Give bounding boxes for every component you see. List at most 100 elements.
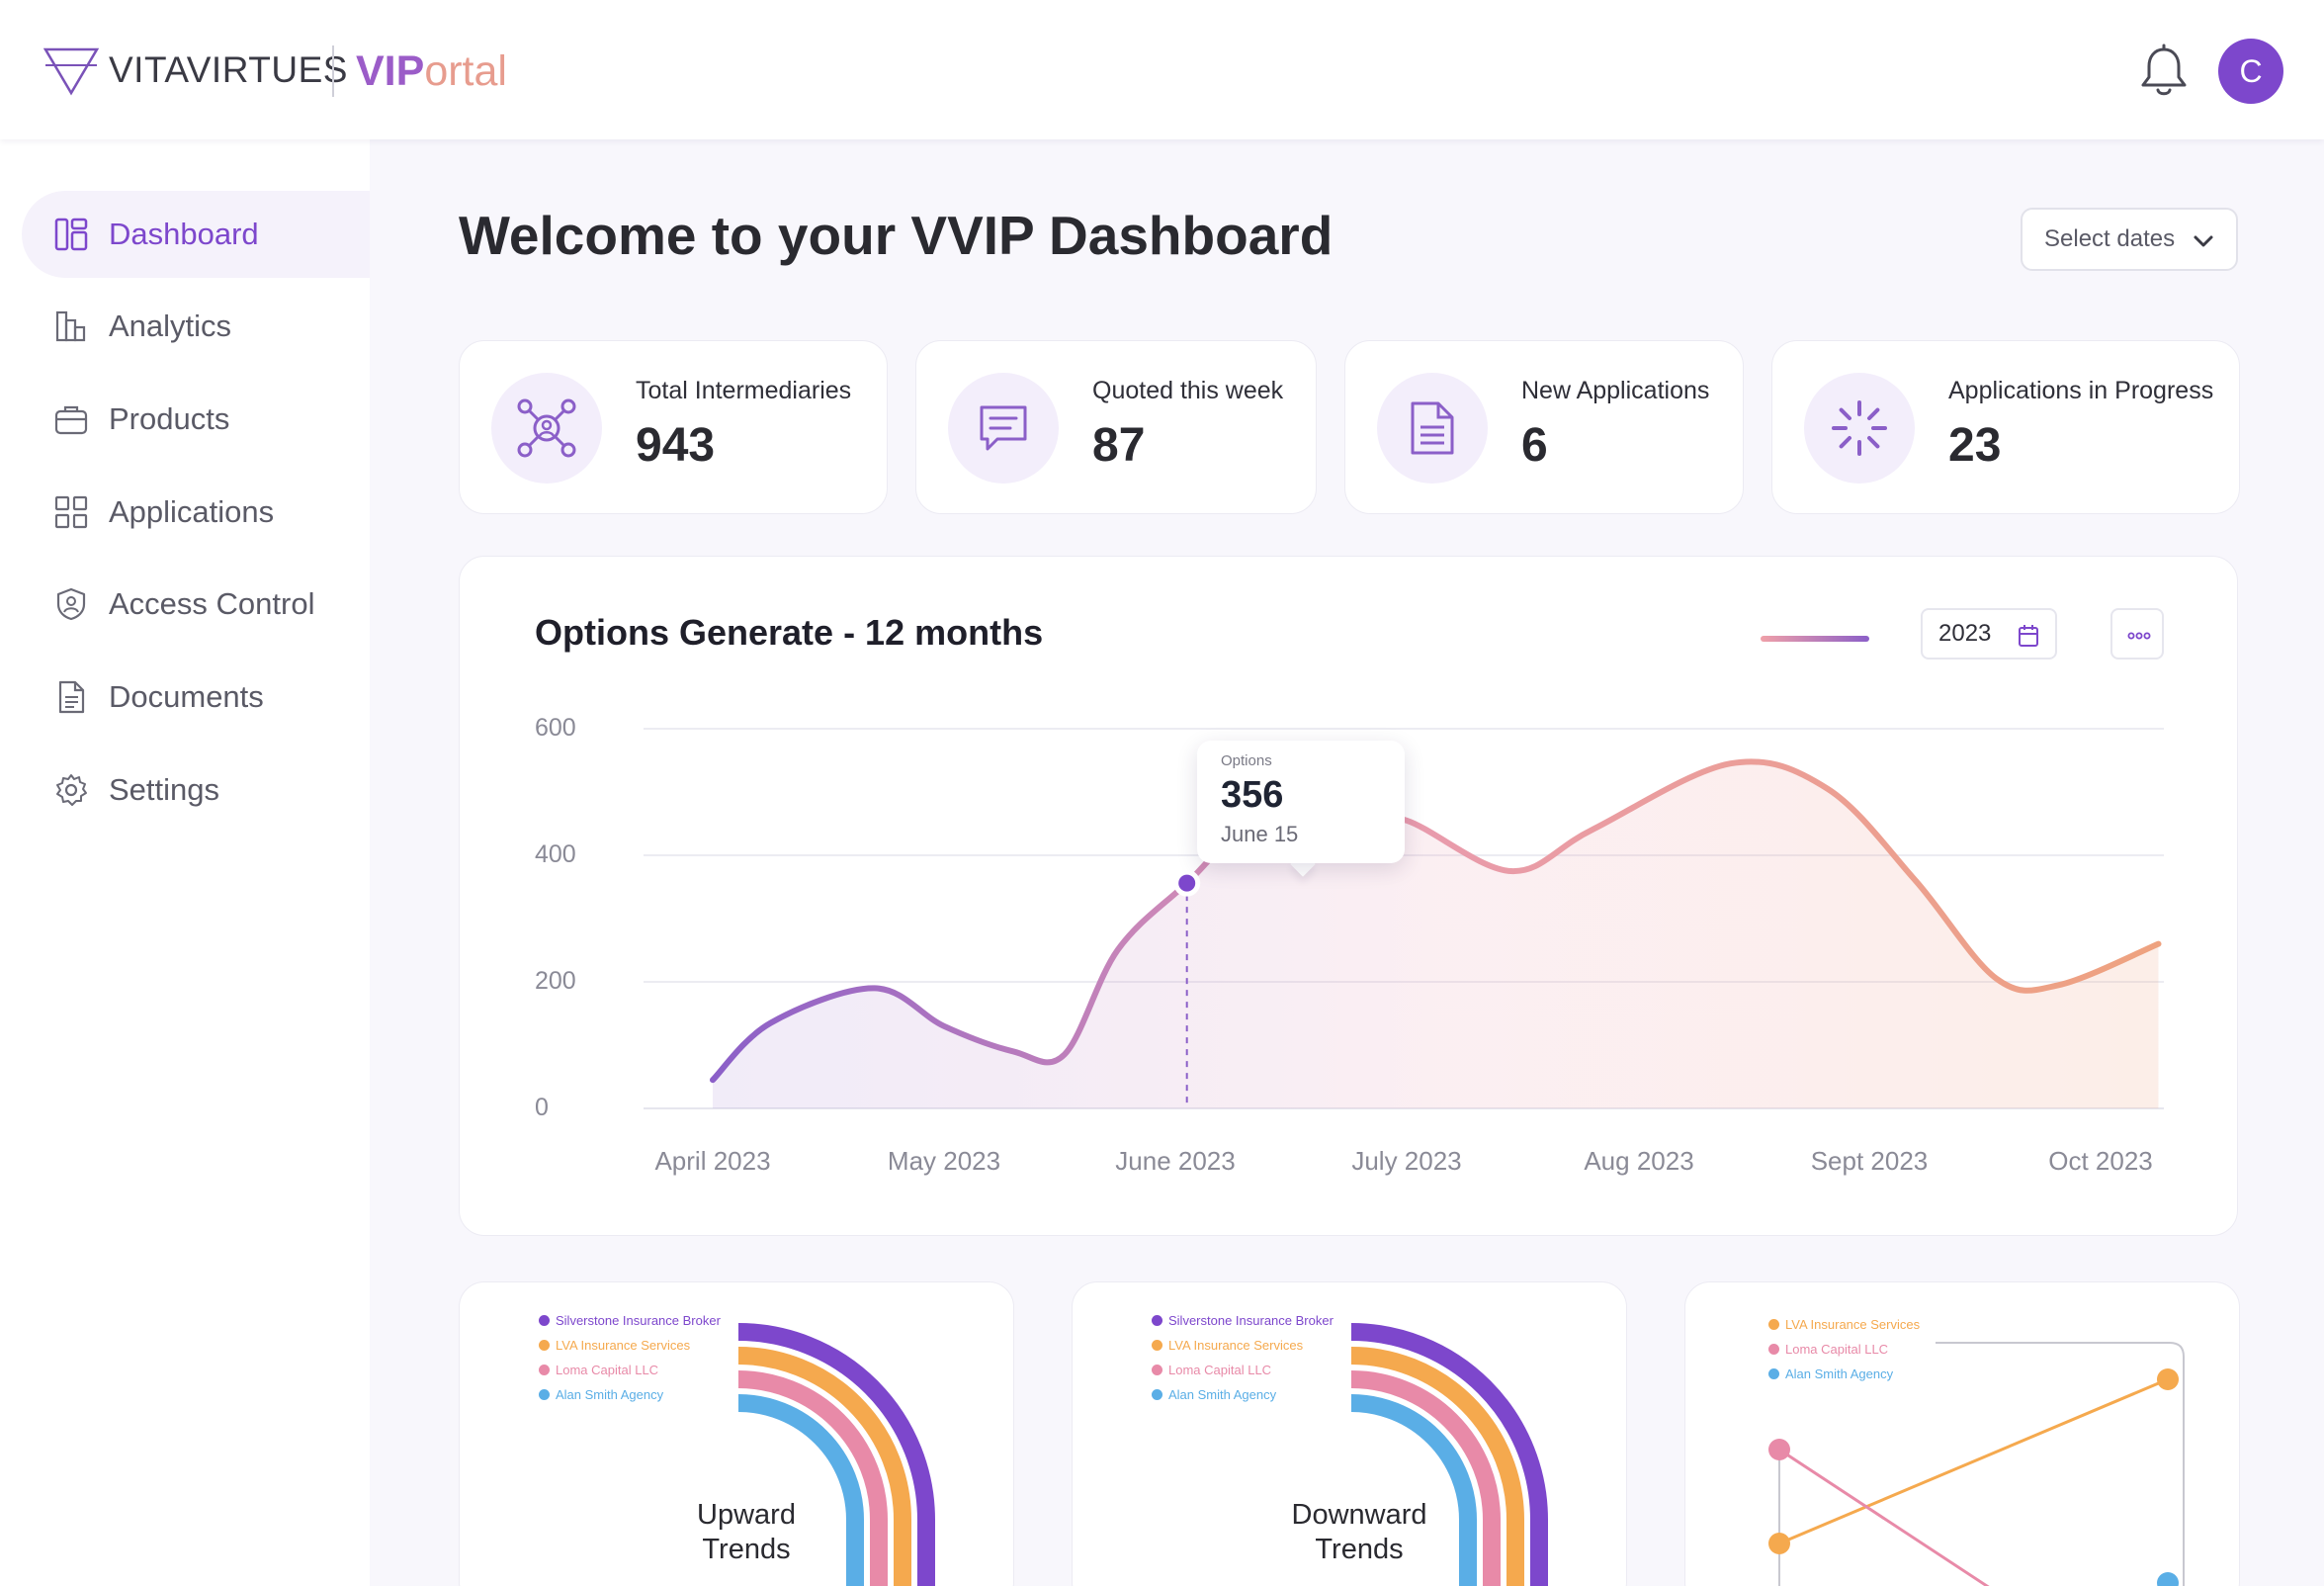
legend-label: LVA Insurance Services	[1168, 1338, 1304, 1353]
trend-title-line2: Trends	[702, 1534, 791, 1565]
legend-item: Loma Capital LLC	[1152, 1358, 1334, 1382]
legend-label: Loma Capital LLC	[556, 1363, 659, 1377]
legend-label: Alan Smith Agency	[1168, 1387, 1277, 1402]
briefcase-icon	[54, 405, 88, 435]
point-loma-start	[1768, 1439, 1790, 1460]
upward-trends-legend: Silverstone Insurance Broker LVA Insuran…	[539, 1308, 721, 1407]
year-label: 2023	[1938, 620, 1992, 647]
series-line-loma	[1778, 1448, 1990, 1586]
chart-legend-line	[1761, 636, 1869, 642]
sidebar-item-label: Documents	[109, 679, 264, 714]
stat-value: 6	[1521, 419, 1548, 472]
stat-card-new-applications[interactable]: New Applications 6	[1344, 340, 1744, 514]
upward-trends-radial-chart	[737, 1323, 935, 1586]
sidebar-item-dashboard[interactable]: Dashboard	[22, 191, 370, 278]
brand-divider	[332, 45, 334, 97]
sidebar-item-products[interactable]: Products	[22, 376, 370, 463]
legend-dot	[1152, 1315, 1162, 1326]
x-tick-label: June 2023	[1115, 1146, 1236, 1176]
sidebar-item-documents[interactable]: Documents	[22, 654, 370, 741]
avatar[interactable]: C	[2218, 39, 2283, 104]
loader-icon	[1804, 373, 1915, 484]
x-tick-label: Aug 2023	[1584, 1146, 1694, 1176]
x-tick-label: May 2023	[887, 1146, 1001, 1176]
trend-title-line1: Upward	[697, 1499, 796, 1531]
options-chart-card: Options Generate - 12 months 2023 600 400…	[459, 556, 2238, 1236]
portal-name-rest: ortal	[424, 47, 507, 95]
x-tick-label: Sept 2023	[1810, 1146, 1929, 1176]
sidebar-item-access-control[interactable]: Access Control	[22, 561, 370, 648]
legend-item: Silverstone Insurance Broker	[539, 1308, 721, 1333]
upward-trends-title: Upward Trends	[657, 1498, 835, 1567]
year-selector[interactable]: 2023	[1921, 608, 2057, 660]
arc-silverstone	[1350, 1323, 1548, 1586]
calendar-icon	[2019, 625, 2038, 647]
more-horizontal-icon	[2127, 632, 2151, 640]
legend-label: LVA Insurance Services	[1785, 1317, 1921, 1332]
legend-dot	[1152, 1365, 1162, 1375]
portal-name: VIPortal	[356, 47, 507, 96]
legend-item: LVA Insurance Services	[539, 1333, 721, 1358]
tooltip-date: June 15	[1221, 822, 1299, 846]
legend-item: Alan Smith Agency	[539, 1382, 721, 1407]
date-range-select[interactable]: Select dates	[2021, 208, 2238, 271]
legend-label: Silverstone Insurance Broker	[1168, 1313, 1334, 1328]
dashboard-icon	[54, 218, 88, 251]
arc-alan-smith	[737, 1394, 864, 1586]
logo-icon	[43, 47, 99, 96]
downward-trends-radial-chart	[1350, 1323, 1548, 1586]
brand-name: VITAVIRTUES	[109, 49, 348, 90]
comparison-trends-card: LVA Insurance Services Loma Capital LLC …	[1684, 1281, 2240, 1586]
bell-icon[interactable]	[2137, 44, 2191, 99]
highlight-point[interactable]	[1173, 869, 1201, 897]
stat-card-quoted-this-week[interactable]: Quoted this week 87	[915, 340, 1317, 514]
point-alan-smith	[2157, 1572, 2179, 1586]
upward-trends-card: Silverstone Insurance Broker LVA Insuran…	[459, 1281, 1014, 1586]
stat-label: Quoted this week	[1092, 377, 1284, 404]
point-lva-start	[1768, 1533, 1790, 1554]
sidebar-item-applications[interactable]: Applications	[22, 469, 370, 556]
more-options-button[interactable]	[2110, 608, 2164, 660]
legend-item: Alan Smith Agency	[1152, 1382, 1334, 1407]
options-line-chart	[644, 728, 2164, 1109]
legend-dot	[1152, 1389, 1162, 1400]
legend-dot	[539, 1340, 550, 1351]
date-select-label: Select dates	[2044, 225, 2176, 252]
sidebar-item-analytics[interactable]: Analytics	[22, 283, 370, 370]
legend-label: LVA Insurance Services	[556, 1338, 691, 1353]
tooltip-value: 356	[1221, 774, 1284, 816]
legend-dot	[1768, 1344, 1779, 1355]
sidebar-item-settings[interactable]: Settings	[22, 747, 370, 834]
shield-user-icon	[56, 587, 86, 621]
series-line-lva	[1778, 1377, 2169, 1545]
legend-item: Alan Smith Agency	[1768, 1362, 1920, 1386]
stat-value: 943	[636, 419, 716, 472]
tooltip-label: Options	[1221, 752, 1272, 769]
sidebar-item-label: Applications	[109, 494, 275, 529]
stat-value: 23	[1948, 419, 2002, 472]
legend-dot	[1152, 1340, 1162, 1351]
arc-alan-smith	[1350, 1394, 1477, 1586]
sidebar-item-label: Analytics	[109, 308, 232, 343]
chart-frame	[1936, 1342, 2185, 1586]
chevron-down-icon	[2194, 235, 2213, 247]
arc-lva	[1350, 1347, 1524, 1586]
gear-icon	[56, 774, 87, 806]
sidebar-item-label: Access Control	[109, 586, 315, 621]
x-tick-label: July 2023	[1351, 1146, 1462, 1176]
sidebar-item-label: Settings	[109, 772, 220, 807]
downward-trends-legend: Silverstone Insurance Broker LVA Insuran…	[1152, 1308, 1334, 1407]
file-text-icon	[1377, 373, 1488, 484]
legend-dot	[539, 1315, 550, 1326]
grid-icon	[54, 495, 88, 529]
stat-card-total-intermediaries[interactable]: Total Intermediaries 943	[459, 340, 888, 514]
trend-title-line1: Downward	[1291, 1499, 1427, 1531]
portal-name-bold: VIP	[356, 47, 425, 95]
chart-title: Options Generate - 12 months	[535, 612, 1044, 653]
arc-silverstone	[737, 1323, 935, 1586]
stat-card-applications-in-progress[interactable]: Applications in Progress 23	[1771, 340, 2240, 514]
legend-dot	[539, 1365, 550, 1375]
sidebar-item-label: Products	[109, 401, 230, 436]
legend-item: Loma Capital LLC	[1768, 1337, 1920, 1362]
point-lva-end	[2157, 1368, 2179, 1390]
